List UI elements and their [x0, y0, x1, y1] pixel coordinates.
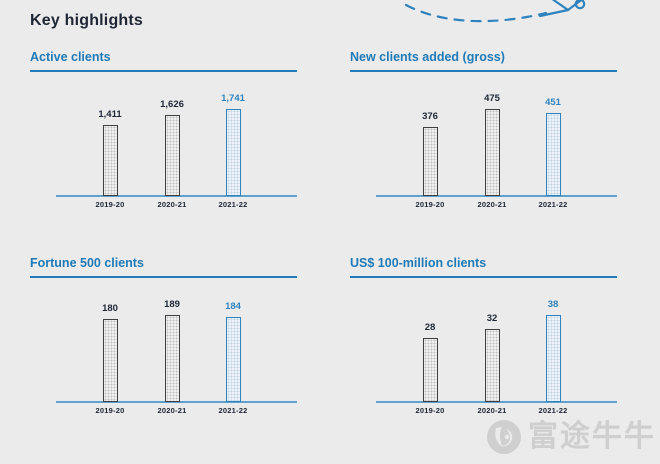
- watermark-text: 富途牛牛: [528, 420, 656, 453]
- bar-value-label: 1,626: [160, 99, 184, 110]
- bar-2021-22: [225, 109, 241, 196]
- chart-title: Fortune 500 clients: [30, 256, 297, 278]
- bar-2019-20: [422, 338, 438, 402]
- x-axis-tick-label: 2019-20: [415, 406, 445, 415]
- x-axis-line: [56, 195, 297, 197]
- page-title: Key highlights: [30, 12, 144, 29]
- x-axis-tick-label: 2019-20: [95, 200, 125, 209]
- x-axis-tick-label: 2019-20: [95, 406, 125, 415]
- futu-bull-logo-icon: [487, 420, 521, 454]
- x-axis-tick-label: 2020-21: [157, 406, 187, 415]
- bar-value-label: 1,411: [98, 109, 122, 120]
- x-axis-tick-label: 2021-22: [538, 406, 568, 415]
- x-axis-line: [376, 401, 617, 403]
- bar-2019-20: [102, 319, 118, 402]
- bar-value-label: 38: [547, 299, 559, 310]
- chart-plot-area: 376 2019-20 475 2020-21 451 2021-22: [350, 72, 617, 209]
- bar-value-label: 32: [486, 313, 498, 324]
- chart-active-clients: Active clients 1,411 2019-20 1,626 2020-21 1…: [30, 50, 297, 209]
- x-axis-tick-label: 2020-21: [477, 406, 507, 415]
- chart-title: New clients added (gross): [350, 50, 617, 72]
- x-axis-line: [56, 401, 297, 403]
- chart-title: US$ 100-million clients: [350, 256, 617, 278]
- bar-2021-22: [545, 315, 561, 402]
- bar-value-label: 1,741: [221, 93, 245, 104]
- bar-2021-22: [225, 317, 241, 402]
- chart-plot-area: 1,411 2019-20 1,626 2020-21 1,741 2021-22: [30, 72, 297, 209]
- x-axis-tick-label: 2019-20: [415, 200, 445, 209]
- chart-plot-area: 180 2019-20 189 2020-21 184 2021-22: [30, 278, 297, 415]
- bar-value-label: 184: [225, 301, 241, 312]
- chart-title: Active clients: [30, 50, 297, 72]
- watermark: 富途牛牛: [486, 419, 656, 455]
- bar-value-label: 376: [422, 111, 438, 122]
- chart-fortune-500-clients: Fortune 500 clients 180 2019-20 189 2020-21…: [30, 256, 297, 415]
- x-axis-line: [376, 195, 617, 197]
- bar-value-label: 451: [545, 97, 561, 108]
- bar-2020-21: [484, 329, 500, 402]
- bar-2020-21: [484, 109, 500, 196]
- x-axis-tick-label: 2021-22: [218, 406, 248, 415]
- bar-2019-20: [102, 125, 118, 196]
- chart-plot-area: 28 2019-20 32 2020-21 38 2021-22: [350, 278, 617, 415]
- x-axis-tick-label: 2021-22: [218, 200, 248, 209]
- bar-value-label: 28: [424, 322, 436, 333]
- dashed-flight-path-illustration: [404, 0, 586, 23]
- bar-value-label: 475: [484, 93, 500, 104]
- bar-value-label: 189: [164, 299, 180, 310]
- bar-2021-22: [545, 113, 561, 196]
- x-axis-tick-label: 2021-22: [538, 200, 568, 209]
- chart-new-clients-added: New clients added (gross) 376 2019-20 475 2…: [350, 50, 617, 209]
- bar-2020-21: [164, 115, 180, 196]
- chart-usd-100-million-clients: US$ 100-million clients 28 2019-20 32 2020-…: [350, 256, 617, 415]
- bar-2019-20: [422, 127, 438, 196]
- bar-2020-21: [164, 315, 180, 402]
- x-axis-tick-label: 2020-21: [157, 200, 187, 209]
- bar-value-label: 180: [102, 303, 118, 314]
- x-axis-tick-label: 2020-21: [477, 200, 507, 209]
